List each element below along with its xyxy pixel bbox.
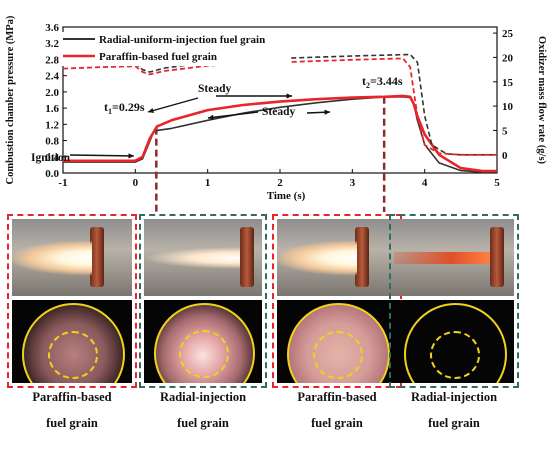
photo-panel — [272, 214, 402, 388]
nozzle-image — [490, 227, 504, 287]
caption-line1: Paraffin-based — [297, 390, 377, 404]
steady-arrow-black-head — [208, 114, 214, 120]
caption-line2: fuel grain — [311, 416, 363, 430]
flame-photo — [144, 219, 262, 296]
photo-panel — [389, 214, 519, 388]
y-tick-label: 1.6 — [45, 103, 59, 115]
y-tick-label: 2.4 — [45, 71, 59, 83]
t1-label: t1=0.29s — [104, 100, 145, 116]
y-axis-label: Combustion chamber pressure (MPa) — [5, 15, 16, 184]
y-tick-label: 3.2 — [45, 38, 59, 50]
steady-label-black: Steady — [262, 106, 295, 118]
steady-label-red: Steady — [198, 83, 231, 95]
series-line-oxidizer-2 — [62, 53, 497, 156]
chamber-inner-ring — [179, 329, 229, 378]
steady-arrow-red — [147, 97, 199, 113]
y-tick-label: 0.8 — [45, 136, 59, 148]
chamber-photo — [12, 300, 132, 383]
flame-photo — [277, 219, 397, 296]
chart-axes: -1 0 1 2 3 4 5 0.0 0.4 0.8 1.2 1.6 2.0 2.4 2.8 3.2 3.6 0 5… — [5, 15, 547, 202]
chamber-inner-ring — [313, 330, 363, 379]
ignition-arrow-head — [128, 153, 134, 159]
y2-tick-label: 10 — [502, 101, 514, 113]
chart-legend: Radial-uniform-injection fuel grain Para… — [60, 32, 290, 66]
y2-tick-label: 0 — [502, 150, 508, 162]
flame-plume — [277, 241, 357, 275]
flame-plume — [394, 252, 490, 264]
x-tick-label: 4 — [422, 177, 428, 189]
series-line-oxidizer-3 — [62, 57, 497, 156]
x-tick-label: -1 — [58, 177, 67, 189]
y-tick-label: 0.4 — [45, 152, 59, 164]
caption-line1: Paraffin-based — [32, 390, 112, 404]
flame-photo — [394, 219, 514, 296]
steady-arrow-red-right-head — [286, 93, 292, 99]
caption-line2: fuel grain — [428, 416, 480, 430]
chamber-photo — [394, 300, 514, 383]
pressure-chart: -1 0 1 2 3 4 5 0.0 0.4 0.8 1.2 1.6 2.0 2.4 2.8 3.2 3.6 0 5… — [5, 15, 547, 212]
y-tick-label: 3.6 — [45, 22, 59, 34]
y2-tick-label: 5 — [502, 125, 508, 137]
chart-annotations: Ignition Steady Steady t1=0.29s t2=3.44s — [31, 74, 403, 164]
steady-arrow-black-right-head — [324, 109, 330, 115]
x-tick-label: 5 — [494, 177, 500, 189]
flame-plume — [12, 241, 92, 275]
nozzle-image — [240, 227, 254, 287]
y2-tick-label: 25 — [502, 28, 514, 40]
y2-tick-label: 15 — [502, 77, 514, 89]
y-tick-label: 2.0 — [45, 87, 59, 99]
x-axis-label: Time (s) — [267, 190, 306, 202]
y-tick-label: 0.0 — [45, 168, 59, 180]
chamber-inner-ring — [430, 330, 480, 379]
flame-photo — [12, 219, 132, 296]
time-markers — [155, 96, 386, 212]
chamber-photo — [144, 300, 262, 383]
chart-series — [62, 53, 497, 173]
nozzle-image — [355, 227, 369, 287]
nozzle-image — [90, 227, 104, 287]
legend-label-radial: Radial-uniform-injection fuel grain — [99, 34, 265, 46]
chamber-inner-ring — [48, 330, 98, 379]
caption-line1: Radial-injection — [159, 390, 247, 404]
caption-line2: fuel grain — [177, 416, 229, 430]
ignition-arrow — [69, 154, 134, 157]
flame-plume — [144, 247, 240, 269]
x-tick-label: 2 — [277, 177, 283, 189]
caption-line2: fuel grain — [46, 416, 98, 430]
y2-axis-label: Oxidizer mass flow rate (g/s) — [536, 36, 547, 165]
x-tick-label: 1 — [205, 177, 211, 189]
chamber-photo — [277, 300, 397, 383]
t2-label: t2=3.44s — [362, 74, 403, 90]
steady-arrow-red-head — [148, 108, 154, 114]
photo-panel — [139, 214, 267, 388]
steady-arrow-black — [207, 111, 259, 119]
photo-panel — [7, 214, 137, 388]
x-tick-label: 3 — [350, 177, 356, 189]
series-line-pressure-1 — [63, 94, 497, 173]
x-tick-label: 0 — [133, 177, 139, 189]
legend-box — [60, 32, 290, 66]
caption-line1: Radial-injection — [410, 390, 498, 404]
y-tick-label: 1.2 — [45, 119, 59, 131]
ignition-label: Ignition — [31, 152, 71, 164]
y-tick-label: 2.8 — [45, 54, 59, 66]
legend-label-paraffin: Paraffin-based fuel grain — [99, 51, 217, 63]
y2-tick-label: 20 — [502, 52, 514, 64]
